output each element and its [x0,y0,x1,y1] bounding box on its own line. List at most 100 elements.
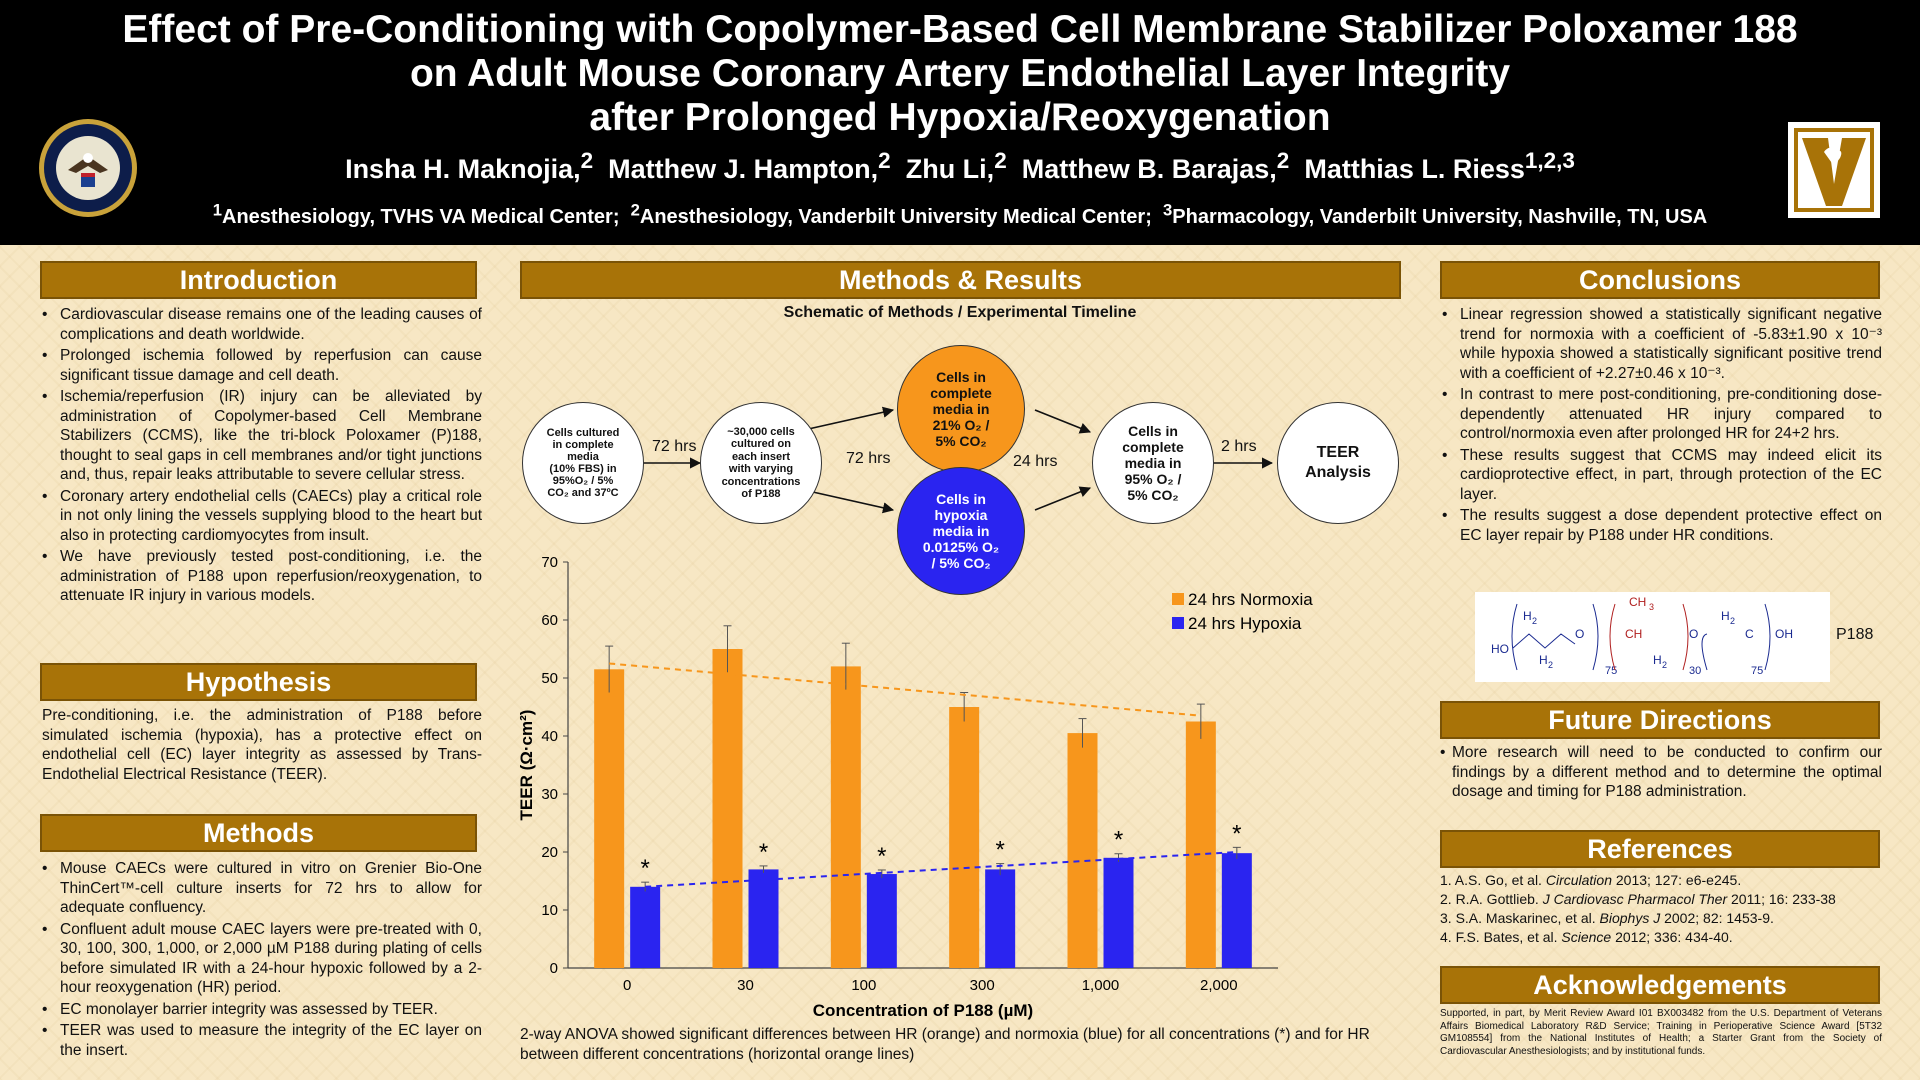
x-axis-title: Concentration of P188 (µM) [813,1001,1033,1020]
significance-marker: * [995,837,1004,864]
significance-marker: * [640,855,649,882]
conclusion-bullet: Linear regression showed a statistically… [1440,305,1882,383]
trendline-normoxia [609,662,1201,717]
hypothesis-text: Pre-conditioning, i.e. the administratio… [42,707,482,783]
schematic-title: Schematic of Methods / Experimental Time… [783,304,1137,321]
node-insert-seeding: ~30,000 cells cultured on each insert with… [700,402,822,524]
intro-bullet: Prolonged ischemia followed by reperfusi… [40,346,482,385]
acknowledgements-heading: Acknowledgements [1440,966,1880,1004]
author: Zhu Li,2 [905,148,1007,184]
methods-bullet: Mouse CAECs were cultured in vitro on Gr… [40,859,482,918]
significance-marker: * [877,843,886,870]
conclusion-bullet: In contrast to mere post-conditioning, p… [1440,385,1882,444]
poster-title: Effect of Pre-Conditioning with Copolyme… [0,8,1920,140]
teer-bar-chart: 0 10 20 30 40 50 60 70 * 0 * 30 * 100 * 300 * 1,000 * 2,000… [517,554,1313,1020]
svg-text:2: 2 [1548,660,1553,670]
bar-hypoxia [748,869,779,968]
methods-bullet: Confluent adult mouse CAEC layers were p… [40,920,482,998]
svg-text:H: H [1523,609,1532,623]
y-tick-label: 50 [541,670,558,687]
acknowledgements-text: Supported, in part, by Merit Review Awar… [1440,1008,1882,1057]
affiliation: 3Pharmacology, Vanderbilt University, Na… [1163,200,1708,228]
future-directions-body: • More research will need to be conducte… [1440,743,1882,802]
bar-hypoxia [630,886,661,968]
svg-text:2: 2 [1532,616,1537,626]
methods-heading: Methods [40,814,477,852]
y-tick-label: 20 [541,844,558,861]
y-axis-title: TEER (Ω·cm²) [517,710,536,821]
svg-text:75: 75 [1751,665,1763,677]
bar-hypoxia [1221,853,1252,968]
future-directions-heading: Future Directions [1440,701,1880,739]
arrow-label: 2 hrs [1221,438,1257,455]
svg-text:OH: OH [1775,627,1793,641]
bar-normoxia [830,666,861,968]
title-line-1: Effect of Pre-Conditioning with Copolyme… [122,8,1798,51]
y-tick-label: 40 [541,728,558,745]
svg-text:HO: HO [1491,642,1509,656]
arrow-label: 24 hrs [1013,453,1058,470]
bar-normoxia [712,649,743,968]
svg-text:H: H [1653,653,1662,667]
reference-item: 3. S.A. Maskarinec, et al. Biophys J 200… [1440,910,1774,926]
conclusions-heading: Conclusions [1440,261,1880,299]
y-tick-label: 10 [541,902,558,919]
node-hypoxia: Cells in hypoxia media in 0.0125% O₂ / 5% … [897,467,1025,595]
svg-text:CH: CH [1629,595,1646,609]
intro-bullet: Coronary artery endothelial cells (CAECs… [40,487,482,546]
x-tick-label: 100 [851,977,876,994]
svg-text:H: H [1721,609,1730,623]
conclusion-bullet: The results suggest a dose dependent pro… [1440,506,1882,545]
bar-normoxia [1185,721,1216,968]
future-bullet: • More research will need to be conducte… [1440,744,1882,800]
arrow-label: 72 hrs [846,450,891,467]
affiliation: 1Anesthesiology, TVHS VA Medical Center; [212,200,620,228]
x-tick-label: 2,000 [1200,977,1238,994]
node-teer-analysis: TEER Analysis [1277,402,1399,524]
methods-bullet: EC monolayer barrier integrity was asses… [40,1000,482,1020]
title-line-3: after Prolonged Hypoxia/Reoxygenation [589,96,1331,139]
methods-bullet: TEER was used to measure the integrity o… [40,1021,482,1060]
bar-normoxia [949,707,980,968]
intro-bullet: Ischemia/reperfusion (IR) injury can be … [40,387,482,485]
y-tick-label: 70 [541,554,558,571]
references-heading: References [1440,830,1880,868]
title-line-2: on Adult Mouse Coronary Artery Endotheli… [409,52,1511,95]
va-seal-logo [39,119,137,217]
anova-caption: 2-way ANOVA showed significant differenc… [520,1026,1370,1063]
introduction-heading: Introduction [40,261,477,299]
bar-hypoxia [1103,857,1134,968]
svg-text:H: H [1539,653,1548,667]
bar-normoxia [1067,733,1098,968]
legend-label: 24 hrs Normoxia [1188,590,1313,609]
svg-text:C: C [1745,627,1754,641]
svg-text:O: O [1689,627,1698,641]
significance-marker: * [1114,827,1123,854]
y-tick-label: 60 [541,612,558,629]
author-list: Insha H. Maknojia,2 Matthew J. Hampton,2… [0,148,1920,185]
legend-swatch [1172,593,1184,605]
arrow-label: 72 hrs [652,438,697,455]
poster-header: Effect of Pre-Conditioning with Copolyme… [0,0,1920,245]
x-tick-label: 30 [737,977,754,994]
conclusions-body: Linear regression showed a statistically… [1440,305,1882,547]
x-tick-label: 300 [970,977,995,994]
conclusion-bullet: These results suggest that CCMS may inde… [1440,446,1882,505]
svg-text:CH: CH [1625,627,1642,641]
methods-results-heading: Methods & Results [520,261,1401,299]
node-normoxia: Cells in complete media in 21% O₂ / 5% CO₂ [897,345,1025,473]
x-tick-label: 0 [623,977,631,994]
svg-text:75: 75 [1605,665,1617,677]
arrow-normoxia-to-complete [1034,409,1092,434]
bar-hypoxia [866,874,897,968]
reference-item: 4. F.S. Bates, et al. Science 2012; 336:… [1440,929,1733,945]
node-cell-culture: Cells cultured in complete media (10% FBS)… [522,402,644,524]
author: Matthew B. Barajas,2 [1021,148,1290,184]
p188-label: P188 [1836,626,1874,643]
svg-text:2: 2 [1662,660,1667,670]
y-tick-label: 0 [550,960,558,977]
svg-text:O: O [1575,627,1584,641]
reference-item: 1. A.S. Go, et al. Circulation 2013; 127… [1440,872,1742,888]
hypothesis-heading: Hypothesis [40,663,477,701]
affiliations: 1Anesthesiology, TVHS VA Medical Center;… [0,200,1920,229]
